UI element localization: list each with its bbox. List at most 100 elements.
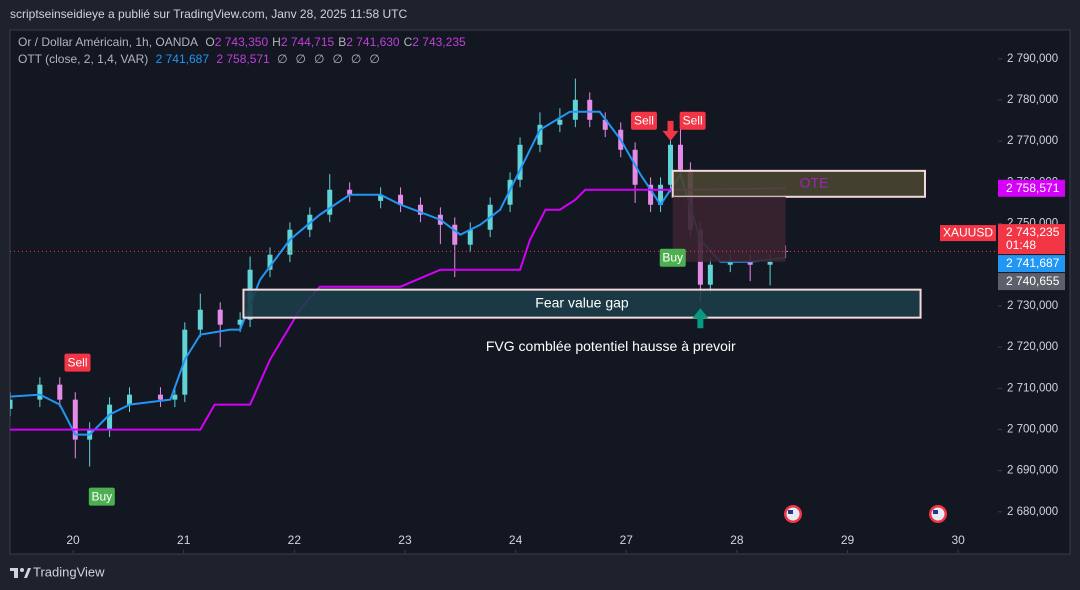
- candle-body: [747, 261, 753, 265]
- candle-body: [668, 144, 674, 185]
- candle-body: [517, 144, 523, 180]
- price-label-box: [998, 179, 1065, 197]
- x-tick-label: 30: [951, 533, 965, 547]
- candle-body: [648, 184, 654, 205]
- ohlc-key: O: [205, 35, 215, 49]
- legend-line: OTT (close, 2, 1,4, VAR) 2 741,687 2 758…: [18, 52, 392, 66]
- candle-body: [727, 261, 733, 265]
- signal-box: [659, 248, 686, 267]
- zone: [671, 169, 926, 198]
- indicator: OTT (close, 2, 1,4, VAR): [18, 52, 149, 66]
- footer-brand: TradingView: [33, 564, 105, 579]
- signal-label: Sell: [683, 113, 703, 127]
- candle-body: [197, 309, 203, 330]
- indicator-value: 2 741,687: [155, 52, 209, 66]
- empty-value: ∅: [332, 52, 343, 66]
- price-label: 2 758,571: [1006, 181, 1060, 195]
- logo-part: [24, 568, 31, 578]
- candle-body: [172, 394, 178, 400]
- x-tick-label: 29: [841, 533, 855, 547]
- x-tick-label: 28: [730, 533, 744, 547]
- y-tick-label: 2 710,000: [1007, 382, 1058, 394]
- x-tick-label: 20: [66, 533, 80, 547]
- zone: [672, 196, 786, 262]
- symbol: Or / Dollar Américain, 1h, OANDA: [18, 35, 199, 49]
- ohlc: O2 743,350 H2 744,715 B2 741,630 C2 743,235: [205, 35, 469, 49]
- signal: Buy: [659, 248, 686, 267]
- y-tick-label: 2 730,000: [1007, 300, 1058, 312]
- candle-body: [237, 319, 243, 325]
- signal-box: [679, 111, 706, 130]
- price-label-timer: 01:48: [1006, 238, 1036, 252]
- candle-body: [157, 394, 163, 400]
- x-tick-label: 27: [620, 533, 634, 547]
- zone: [242, 288, 922, 319]
- candle-body: [677, 144, 683, 170]
- ohlc-key: C: [403, 35, 413, 49]
- signal: Sell: [679, 111, 706, 130]
- empty-value: ∅: [295, 52, 306, 66]
- event-flag-canton: [933, 510, 938, 514]
- symbol-tag: XAUUSD: [943, 226, 993, 240]
- signal-label: Buy: [91, 489, 112, 503]
- ohlc-value: 2 743,350: [214, 35, 269, 49]
- legend-line: Or / Dollar Américain, 1h, OANDA O2 743,…: [18, 35, 474, 49]
- candle-body: [507, 179, 513, 205]
- y-tick-label: 2 780,000: [1007, 94, 1058, 106]
- symbol-tag-box: [940, 225, 996, 242]
- indicator-line: [10, 187, 786, 431]
- ohlc-key: B: [338, 35, 347, 49]
- y-tick-label: 2 680,000: [1007, 506, 1058, 518]
- zone-label: OTE: [800, 175, 829, 191]
- indicator-empty: ∅ ∅ ∅ ∅ ∅ ∅: [277, 52, 388, 66]
- candle-body: [557, 119, 563, 125]
- signal: Sell: [64, 353, 91, 372]
- candle-body: [72, 399, 78, 440]
- arrow: [662, 120, 679, 141]
- price-label-box: [998, 255, 1065, 273]
- signal-box: [630, 111, 657, 130]
- price-label: 2 743,235: [1006, 225, 1060, 239]
- annotation: FVG comblée potentiel hausse à prevoir: [486, 338, 736, 354]
- signal: Buy: [88, 487, 115, 506]
- ohlc-value: 2 744,715: [280, 35, 335, 49]
- price-label-box: [998, 224, 1065, 255]
- event-flags: [784, 505, 947, 523]
- empty-value: ∅: [350, 52, 362, 66]
- candle-body: [347, 189, 353, 195]
- price-label-box: [998, 273, 1065, 291]
- candle-body: [107, 404, 113, 430]
- signal-box: [64, 353, 91, 372]
- ohlc-value: 2 743,235: [412, 35, 466, 49]
- zone-label: Fear value gap: [535, 294, 629, 310]
- candle-body: [467, 229, 473, 245]
- signal-label: Sell: [634, 113, 654, 127]
- y-tick-label: 2 770,000: [1007, 135, 1058, 147]
- candle-body: [602, 119, 608, 130]
- candle-body: [327, 189, 333, 215]
- candle-body: [37, 384, 43, 400]
- logo-part: [20, 568, 24, 572]
- price-label: 2 741,687: [1006, 256, 1060, 270]
- empty-value: ∅: [313, 52, 325, 66]
- x-tick-label: 21: [177, 533, 191, 547]
- x-tick-label: 22: [288, 533, 302, 547]
- candle-body: [587, 99, 593, 120]
- signal: Sell: [630, 111, 657, 130]
- arrow: [692, 308, 709, 329]
- candle-body: [57, 384, 63, 400]
- y-tick-label: 2 690,000: [1007, 465, 1058, 477]
- signal-label: Buy: [662, 250, 683, 264]
- empty-value: ∅: [369, 52, 380, 66]
- candle-body: [707, 264, 713, 285]
- ohlc-key: H: [272, 35, 281, 49]
- candle-body: [10, 399, 13, 409]
- publisher-line: scriptseinseidieye a publié sur TradingV…: [10, 7, 407, 21]
- candle-body: [126, 394, 132, 405]
- signal-box: [88, 487, 115, 506]
- footer-logo: [10, 568, 31, 578]
- candle-body: [417, 204, 423, 215]
- candle-body: [217, 309, 223, 325]
- candle-body: [378, 194, 384, 201]
